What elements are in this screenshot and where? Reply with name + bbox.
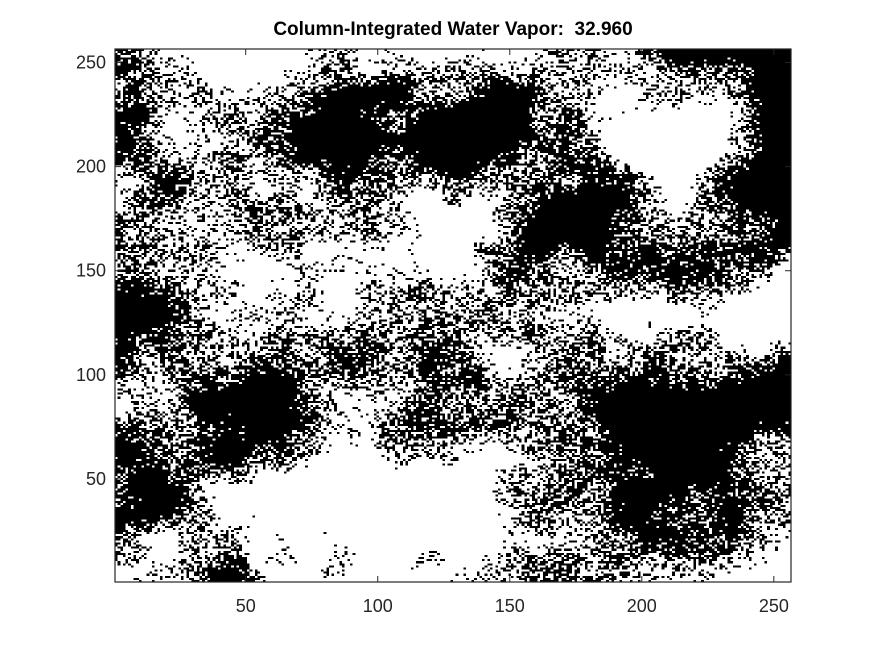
x-tick-label: 50 <box>236 596 256 616</box>
y-tick-label: 150 <box>76 261 106 281</box>
chart-title: Column-Integrated Water Vapor: 32.960 <box>273 19 633 40</box>
y-tick-label: 200 <box>76 157 106 177</box>
x-tick-label: 150 <box>495 596 525 616</box>
x-tick-label: 200 <box>627 596 657 616</box>
y-axis-ticks: 50 100 150 200 250 <box>76 53 791 489</box>
x-tick-label: 250 <box>759 596 789 616</box>
water-vapor-field <box>115 49 791 582</box>
y-tick-label: 100 <box>76 365 106 385</box>
y-tick-label: 250 <box>76 53 106 73</box>
axes-box <box>114 48 792 583</box>
x-axis-ticks: 50 100 150 200 250 <box>236 49 789 616</box>
y-tick-label: 50 <box>86 469 106 489</box>
x-tick-label: 100 <box>363 596 393 616</box>
water-vapor-field-image <box>115 49 791 582</box>
